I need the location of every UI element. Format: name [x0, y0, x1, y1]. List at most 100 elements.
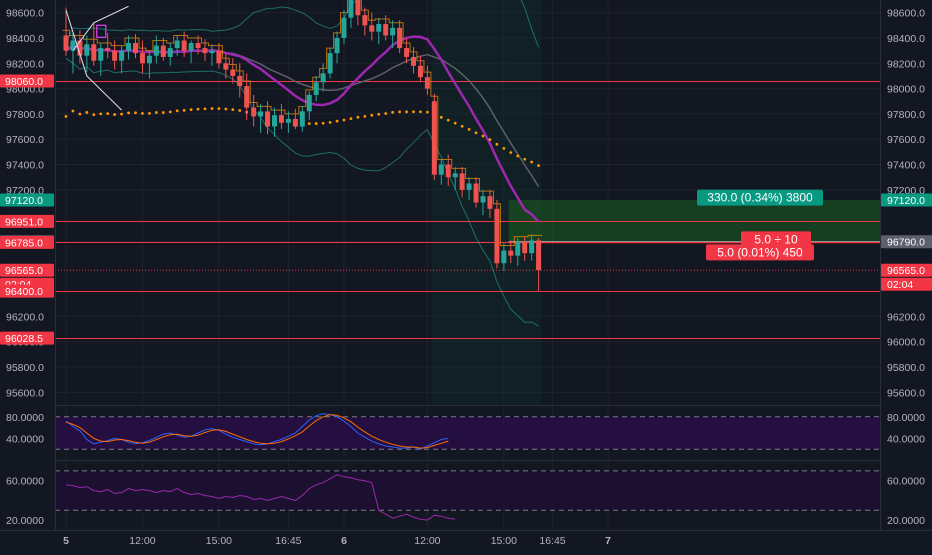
candle-body — [536, 240, 542, 271]
marker-box — [96, 24, 107, 38]
slow-average-dot — [398, 110, 401, 114]
left-price-tag-box — [0, 263, 54, 277]
candle-body — [390, 27, 396, 36]
slow-average-dot — [161, 111, 165, 114]
slow-average-dot — [85, 111, 89, 114]
candle-body — [174, 40, 180, 49]
candle-body — [278, 115, 284, 123]
candle-body — [494, 208, 500, 264]
left-price-tag-box — [0, 193, 54, 207]
candle-body — [431, 101, 437, 175]
candle-body — [369, 25, 375, 32]
candle-body — [133, 43, 138, 54]
left-price-tick: 96200.0 — [6, 311, 44, 323]
slow-average-dot — [92, 113, 96, 117]
step-line — [62, 0, 543, 247]
right-price-tick: 95600.0 — [887, 387, 925, 399]
horizontal-price-lines[interactable] — [0, 81, 932, 339]
right-price-tick: 96200.0 — [887, 311, 925, 323]
stop-label-behind-box — [741, 231, 811, 248]
left-price-tick: 98600.0 — [6, 8, 44, 20]
right-stoch-tick: 80.0000 — [887, 412, 925, 424]
slow-average-dot — [481, 134, 485, 138]
right-price-tick: 98200.0 — [887, 58, 925, 70]
left-price-tick: 97800.0 — [6, 109, 44, 121]
left-price-tick: 97400.0 — [6, 160, 44, 172]
slow-average-dot — [439, 115, 443, 119]
candle-body — [306, 94, 312, 112]
slow-average-dot — [328, 120, 332, 124]
right-price-tick: 97400.0 — [887, 160, 925, 172]
candle-body — [195, 43, 201, 49]
candle-body — [473, 183, 479, 203]
candle-body — [181, 40, 187, 51]
slow-average-dot — [210, 107, 214, 110]
right-price-tag: 96790.0 — [887, 237, 925, 249]
left-price-tag-box — [0, 214, 54, 228]
right-price-tag-box — [881, 263, 932, 277]
trend-line — [65, 9, 122, 111]
candle-body — [445, 164, 451, 178]
target-label: 330.0 (0.34%) 3800 — [707, 191, 813, 205]
slow-average-dot — [412, 110, 415, 114]
left-rsi-tick: 60.0000 — [6, 476, 44, 488]
stoch-k-line — [65, 413, 449, 450]
slow-average-dot — [106, 112, 110, 116]
slow-average-dot — [537, 164, 540, 167]
right-price-tag-box — [881, 277, 932, 291]
candle-body — [341, 17, 347, 38]
candle-body — [272, 115, 277, 127]
slow-average-dot — [426, 110, 429, 114]
time-tick: 12:00 — [414, 535, 440, 547]
left-price-tag: 96951.0 — [5, 216, 43, 228]
candle-body — [424, 77, 430, 89]
left-price-tick: 95800.0 — [6, 362, 44, 374]
left-price-tick: 97600.0 — [6, 134, 44, 146]
left-price-tag: 96028.5 — [5, 333, 43, 345]
slow-average-dot — [71, 109, 75, 113]
candle-body — [63, 35, 69, 51]
candle-body — [153, 45, 159, 56]
candle-body — [237, 75, 243, 87]
slow-average-dot — [148, 111, 151, 115]
slow-average-dot — [335, 119, 339, 123]
candle-body — [230, 69, 236, 76]
candle-body — [327, 53, 333, 74]
left-price-tick: 95600.0 — [6, 387, 44, 399]
candle-body — [126, 43, 132, 51]
candle-body — [139, 53, 145, 64]
left-price-tick: 98200.0 — [6, 58, 44, 70]
candle-body — [216, 50, 222, 64]
long-position-tool[interactable] — [508, 199, 880, 244]
candle-body — [299, 111, 305, 127]
left-price-tag-box — [0, 284, 54, 298]
candle-body — [119, 50, 125, 61]
candle-body — [112, 50, 118, 61]
right-price-tick: 97600.0 — [887, 134, 925, 146]
rsi-band — [55, 470, 880, 511]
stoch-band — [55, 416, 880, 450]
slow-average-dot — [509, 151, 513, 154]
slow-average-dot — [370, 113, 374, 117]
slow-average-dot — [127, 111, 130, 115]
candle-body — [397, 27, 403, 49]
slow-average-dot — [446, 118, 450, 122]
slow-average-dot — [502, 146, 506, 150]
right-price-tick: 95800.0 — [887, 362, 925, 374]
slow-average-dot — [238, 109, 242, 112]
right-price-tick: 98000.0 — [887, 84, 925, 96]
slow-average-dot — [78, 112, 82, 116]
user-drawings[interactable] — [65, 5, 129, 111]
slow-average-dot — [460, 124, 464, 128]
time-tick: 12:00 — [129, 535, 155, 547]
candle-body — [98, 48, 104, 61]
slow-average-dot — [530, 160, 534, 164]
slow-average-dot — [321, 121, 325, 125]
time-axis[interactable]: 5 12:00 15:00 16:45 6 12:00 15:00 16:45 7 — [0, 531, 932, 550]
slow-average-dot — [175, 109, 179, 113]
candle-body — [265, 111, 271, 127]
slow-average-dot — [453, 121, 457, 125]
